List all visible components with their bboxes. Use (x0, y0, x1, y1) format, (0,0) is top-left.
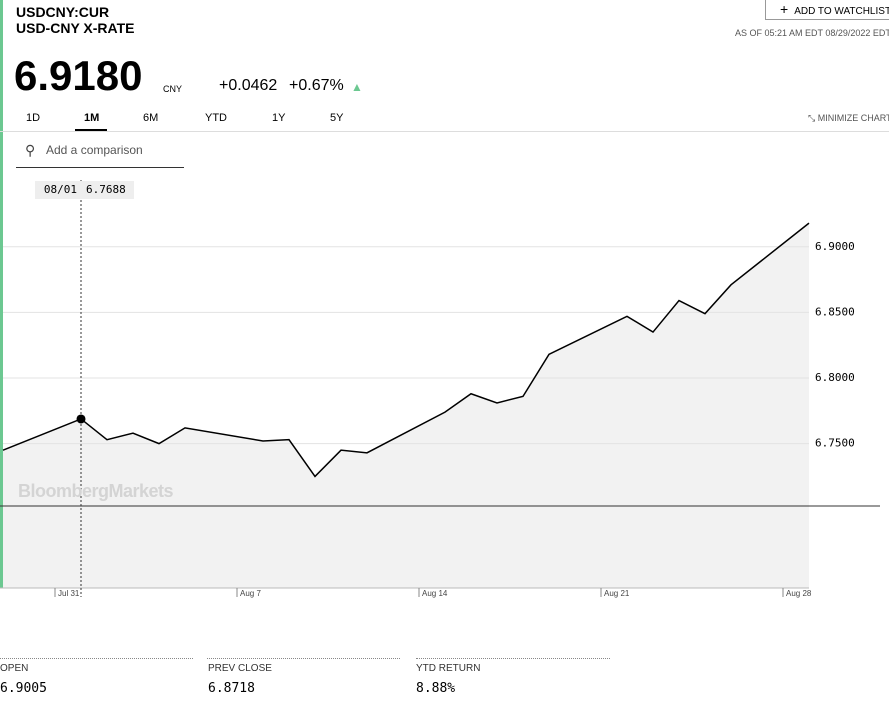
stat-label: PREV CLOSE (208, 663, 272, 674)
stat-label: YTD RETURN (416, 663, 481, 674)
timestamp: AS OF 05:21 AM EDT 08/29/2022 EDT (735, 28, 889, 38)
cursor-point (76, 414, 86, 424)
x-tick-label: Aug 14 (422, 589, 448, 598)
range-tab[interactable]: 1D (26, 112, 41, 124)
currency: CNY (163, 84, 183, 94)
search-icon: ⚲ (25, 142, 36, 158)
x-tick-label: Aug 7 (240, 589, 261, 598)
price: 6.9180 (14, 52, 143, 99)
change: +0.0462 (219, 77, 278, 94)
stat-rule (416, 658, 610, 659)
y-tick-label: 6.9000 (815, 240, 855, 253)
symbol: USDCNY:CUR (16, 4, 110, 20)
tooltip-box (35, 181, 134, 199)
stat-value: 6.8718 (208, 681, 255, 696)
active-tab-underline (75, 129, 107, 131)
y-tick-label: 6.8500 (815, 305, 855, 318)
area-fill (3, 223, 809, 588)
tooltip-value: 6.7688 (86, 183, 126, 196)
up-arrow: ▲ (351, 80, 363, 94)
stat-value: 6.9005 (0, 681, 47, 696)
range-tab[interactable]: 1M (84, 112, 100, 124)
range-tab[interactable]: 5Y (330, 112, 344, 124)
y-tick-label: 6.7500 (815, 437, 855, 450)
y-tick-label: 6.8000 (815, 371, 855, 384)
x-tick-label: Aug 21 (604, 589, 630, 598)
tooltip-date: 08/01 (44, 183, 77, 196)
x-tick-label: Aug 28 (786, 589, 812, 598)
watermark: BloombergMarkets (18, 481, 174, 501)
stat-rule (0, 658, 193, 659)
stat-rule (207, 658, 400, 659)
range-tab[interactable]: 6M (143, 112, 159, 124)
change-pct: +0.67% (289, 77, 344, 94)
divider (0, 131, 889, 132)
accent-bar (0, 0, 3, 588)
comparison-input[interactable]: ⚲ Add a comparison (16, 140, 184, 168)
comparison-placeholder: Add a comparison (46, 143, 143, 157)
watchlist-button[interactable]: + ADD TO WATCHLIST (765, 0, 889, 20)
range-tab[interactable]: 1Y (272, 112, 286, 124)
instrument-name: USD-CNY X-RATE (16, 20, 135, 36)
minimize-button[interactable]: ⤡ MINIMIZE CHART (808, 113, 889, 124)
stat-label: OPEN (0, 663, 29, 674)
price-line (2, 222, 810, 478)
x-tick-label: Jul 31 (58, 589, 80, 598)
range-tab[interactable]: YTD (205, 112, 227, 124)
minimize-label: MINIMIZE CHART (817, 113, 889, 123)
stat-value: 8.88% (416, 681, 456, 696)
watchlist-label: ADD TO WATCHLIST (794, 6, 889, 17)
